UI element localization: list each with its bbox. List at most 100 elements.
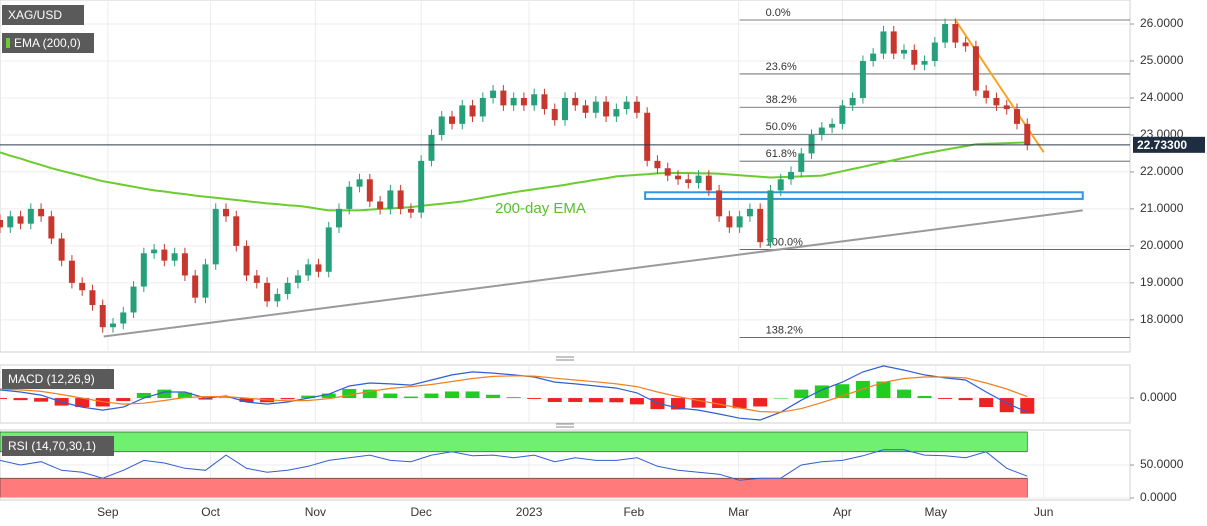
label-box — [2, 33, 94, 53]
x-tick-label: Feb — [623, 505, 644, 519]
candle-body — [79, 282, 86, 291]
candle-body — [520, 97, 527, 106]
panel-grip[interactable] — [556, 356, 574, 428]
fib-label: 61.8% — [766, 148, 797, 160]
candle-body — [880, 31, 887, 54]
histogram-bar — [424, 393, 439, 399]
x-tick-label: Jun — [1034, 505, 1053, 519]
histogram-bar — [486, 394, 501, 399]
candle-body — [777, 179, 784, 191]
rsi-band — [0, 477, 1028, 499]
line — [0, 449, 1028, 481]
candle-body — [325, 227, 332, 272]
histogram-bar — [280, 398, 295, 400]
candle-body — [757, 208, 764, 243]
candle-body — [500, 90, 507, 106]
y-tick-label: 0.0000 — [1140, 490, 1177, 504]
histogram-bar — [588, 398, 603, 403]
candle-body — [870, 53, 877, 62]
fib-label: 38.2% — [766, 94, 797, 106]
fib-label: 0.0% — [766, 7, 791, 19]
candle-body — [479, 97, 486, 117]
candle-body — [582, 105, 589, 113]
candle-body — [921, 61, 928, 65]
candle-body — [623, 101, 630, 110]
y-tick-label: 25.0000 — [1140, 53, 1184, 67]
candle-body — [818, 127, 825, 135]
histogram-bar — [219, 397, 233, 399]
candle-body — [346, 186, 353, 209]
candle-body — [7, 216, 14, 228]
histogram-bar — [547, 398, 562, 402]
candle-body — [366, 179, 373, 202]
candle-body — [695, 175, 702, 184]
candle-body — [808, 134, 815, 154]
label-text: MACD (12,26,9) — [8, 372, 95, 386]
x-tick-label: Oct — [201, 505, 220, 519]
candle-body — [469, 105, 476, 117]
candle-body — [510, 97, 517, 106]
candle-body — [274, 293, 281, 302]
histogram-bar — [506, 397, 521, 399]
candle-body — [859, 61, 866, 98]
histogram-bar — [465, 391, 480, 399]
candle-body — [110, 323, 116, 328]
y-tick-label: 26.0000 — [1140, 16, 1184, 30]
candle-body — [48, 216, 55, 239]
candle-body — [264, 282, 271, 302]
candle-body — [99, 305, 106, 328]
candle-body — [746, 208, 753, 217]
histogram-bar — [568, 398, 583, 402]
candle-body — [993, 97, 1000, 106]
y-tick-label: 21.0000 — [1140, 201, 1184, 215]
histogram-bar — [34, 398, 49, 402]
histogram-bar — [753, 398, 768, 407]
candle-body — [551, 109, 558, 121]
candle-body — [1024, 123, 1031, 145]
histogram-bar — [897, 389, 911, 399]
histogram-bar — [445, 391, 459, 399]
histogram-bar — [321, 393, 336, 399]
last-price-label: 22.73300 — [1137, 138, 1187, 152]
candle-body — [140, 253, 147, 287]
histogram-bar — [629, 398, 644, 405]
histogram-bar — [609, 398, 624, 403]
fib-label: 50.0% — [766, 121, 797, 133]
annotation: 200-day EMA — [495, 200, 586, 217]
candle-body — [983, 90, 990, 98]
histogram-bar — [13, 398, 28, 401]
histogram-bar — [116, 398, 131, 402]
candle-body — [253, 275, 260, 283]
candle-body — [336, 208, 342, 228]
candle-body — [531, 94, 538, 106]
candle-body — [17, 216, 24, 224]
candle-body — [120, 312, 127, 324]
candle-body — [685, 179, 692, 184]
candle-body — [294, 275, 301, 283]
candle-body — [161, 249, 168, 261]
candle-body — [171, 253, 178, 261]
rsi-band — [0, 431, 1028, 453]
line — [0, 365, 1028, 421]
label-text: RSI (14,70,30,1) — [8, 439, 96, 453]
candle-body — [952, 24, 959, 43]
candle-body — [911, 49, 918, 65]
candle-body — [675, 175, 681, 180]
candle-body — [603, 101, 610, 117]
histogram-bar — [938, 398, 953, 399]
candle-body — [212, 208, 219, 265]
candle-body — [397, 190, 404, 209]
candle-body — [38, 208, 45, 217]
candle-body — [151, 249, 158, 254]
candle-body — [901, 49, 907, 54]
candle-body — [459, 105, 466, 124]
candle-body — [181, 253, 188, 276]
candle-body — [541, 94, 548, 110]
x-tick-label: Apr — [833, 505, 852, 519]
histogram-bar — [157, 389, 172, 399]
candle-body — [233, 216, 240, 246]
candle-body — [305, 264, 312, 276]
price-panel — [0, 0, 1131, 353]
x-tick-label: Nov — [305, 505, 326, 519]
